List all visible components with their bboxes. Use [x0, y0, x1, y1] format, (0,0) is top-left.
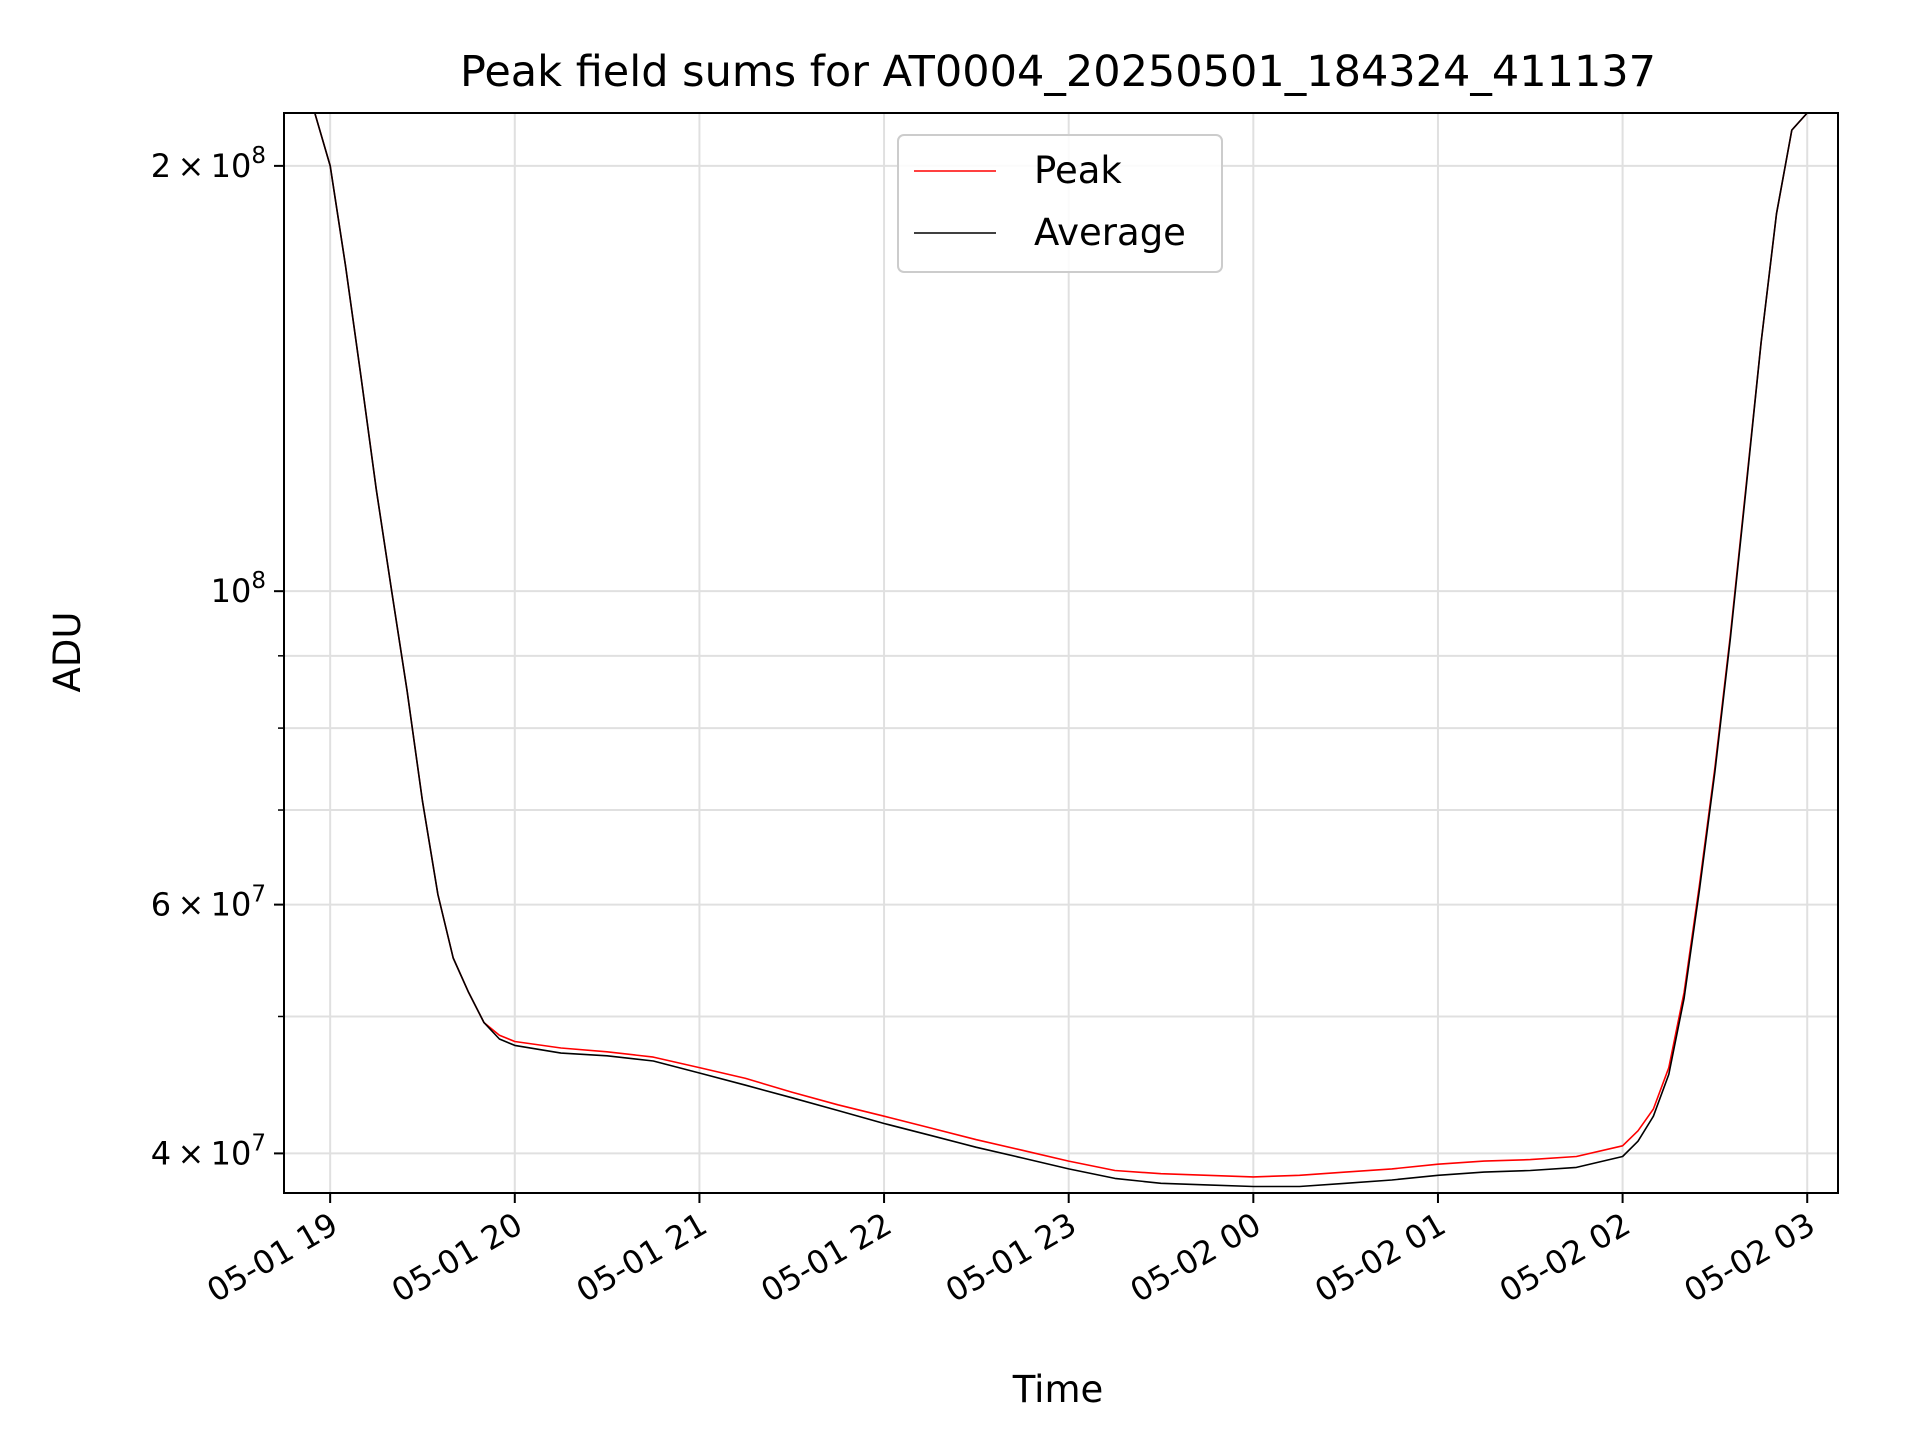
legend: Peak Average — [897, 134, 1223, 273]
grid-lines — [284, 113, 1838, 1193]
plot-frame — [283, 112, 1839, 1194]
y-tick-exponent: 7 — [251, 1130, 266, 1156]
legend-box — [897, 134, 1223, 273]
y-tick-label: 108 — [211, 568, 266, 610]
y-tick-label: 4 × 107 — [151, 1130, 266, 1172]
y-tick-label: 2 × 108 — [151, 143, 266, 185]
y-tick-label: 6 × 107 — [151, 882, 266, 924]
y-tick-mantissa: 10 — [211, 572, 252, 610]
y-tick-mantissa: 4 × 10 — [151, 1134, 252, 1172]
y-tick-exponent: 8 — [251, 143, 266, 169]
series-line-average — [293, 113, 1823, 1188]
plot-series-group — [293, 113, 1823, 1188]
legend-label-average: Average — [1034, 211, 1186, 254]
y-axis-label: ADU — [46, 612, 89, 693]
y-tick-exponent: 8 — [251, 568, 266, 594]
y-tick-mantissa: 2 × 10 — [151, 147, 252, 185]
chart-title: Peak field sums for AT0004_20250501_1843… — [460, 47, 1656, 97]
series-layer — [293, 113, 1823, 1188]
x-axis-label: Time — [1012, 1368, 1104, 1411]
y-tick-mantissa: 6 × 10 — [151, 886, 252, 924]
y-tick-exponent: 7 — [251, 882, 266, 908]
legend-label-peak: Peak — [1034, 149, 1122, 192]
